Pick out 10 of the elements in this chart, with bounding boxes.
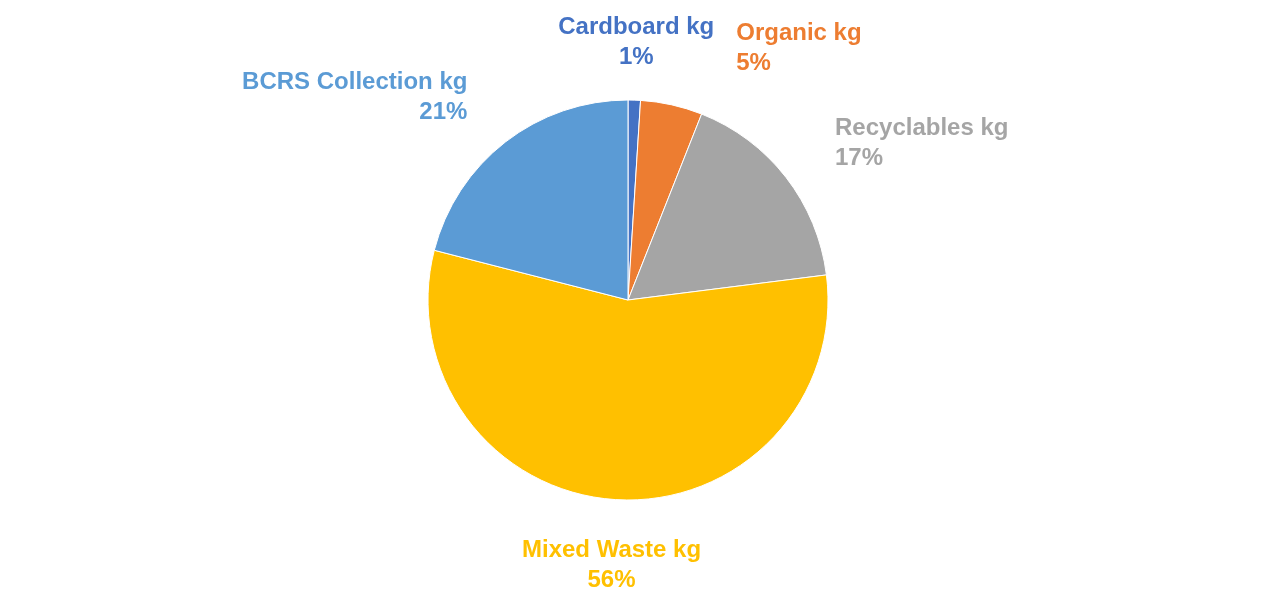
data-label: 5% bbox=[736, 48, 771, 76]
data-label: 21% bbox=[419, 96, 468, 124]
slice-label: Organic kg bbox=[736, 18, 862, 46]
slice-label: Mixed Waste kg bbox=[521, 535, 702, 563]
slice-label: Recyclables kg bbox=[835, 113, 1009, 141]
slice-label: Cardboard kg bbox=[558, 12, 715, 40]
data-label: 56% bbox=[587, 565, 636, 593]
data-label: 17% bbox=[835, 143, 884, 171]
slice-label: BCRS Collection kg bbox=[242, 66, 468, 94]
data-label: 1% bbox=[618, 42, 654, 70]
